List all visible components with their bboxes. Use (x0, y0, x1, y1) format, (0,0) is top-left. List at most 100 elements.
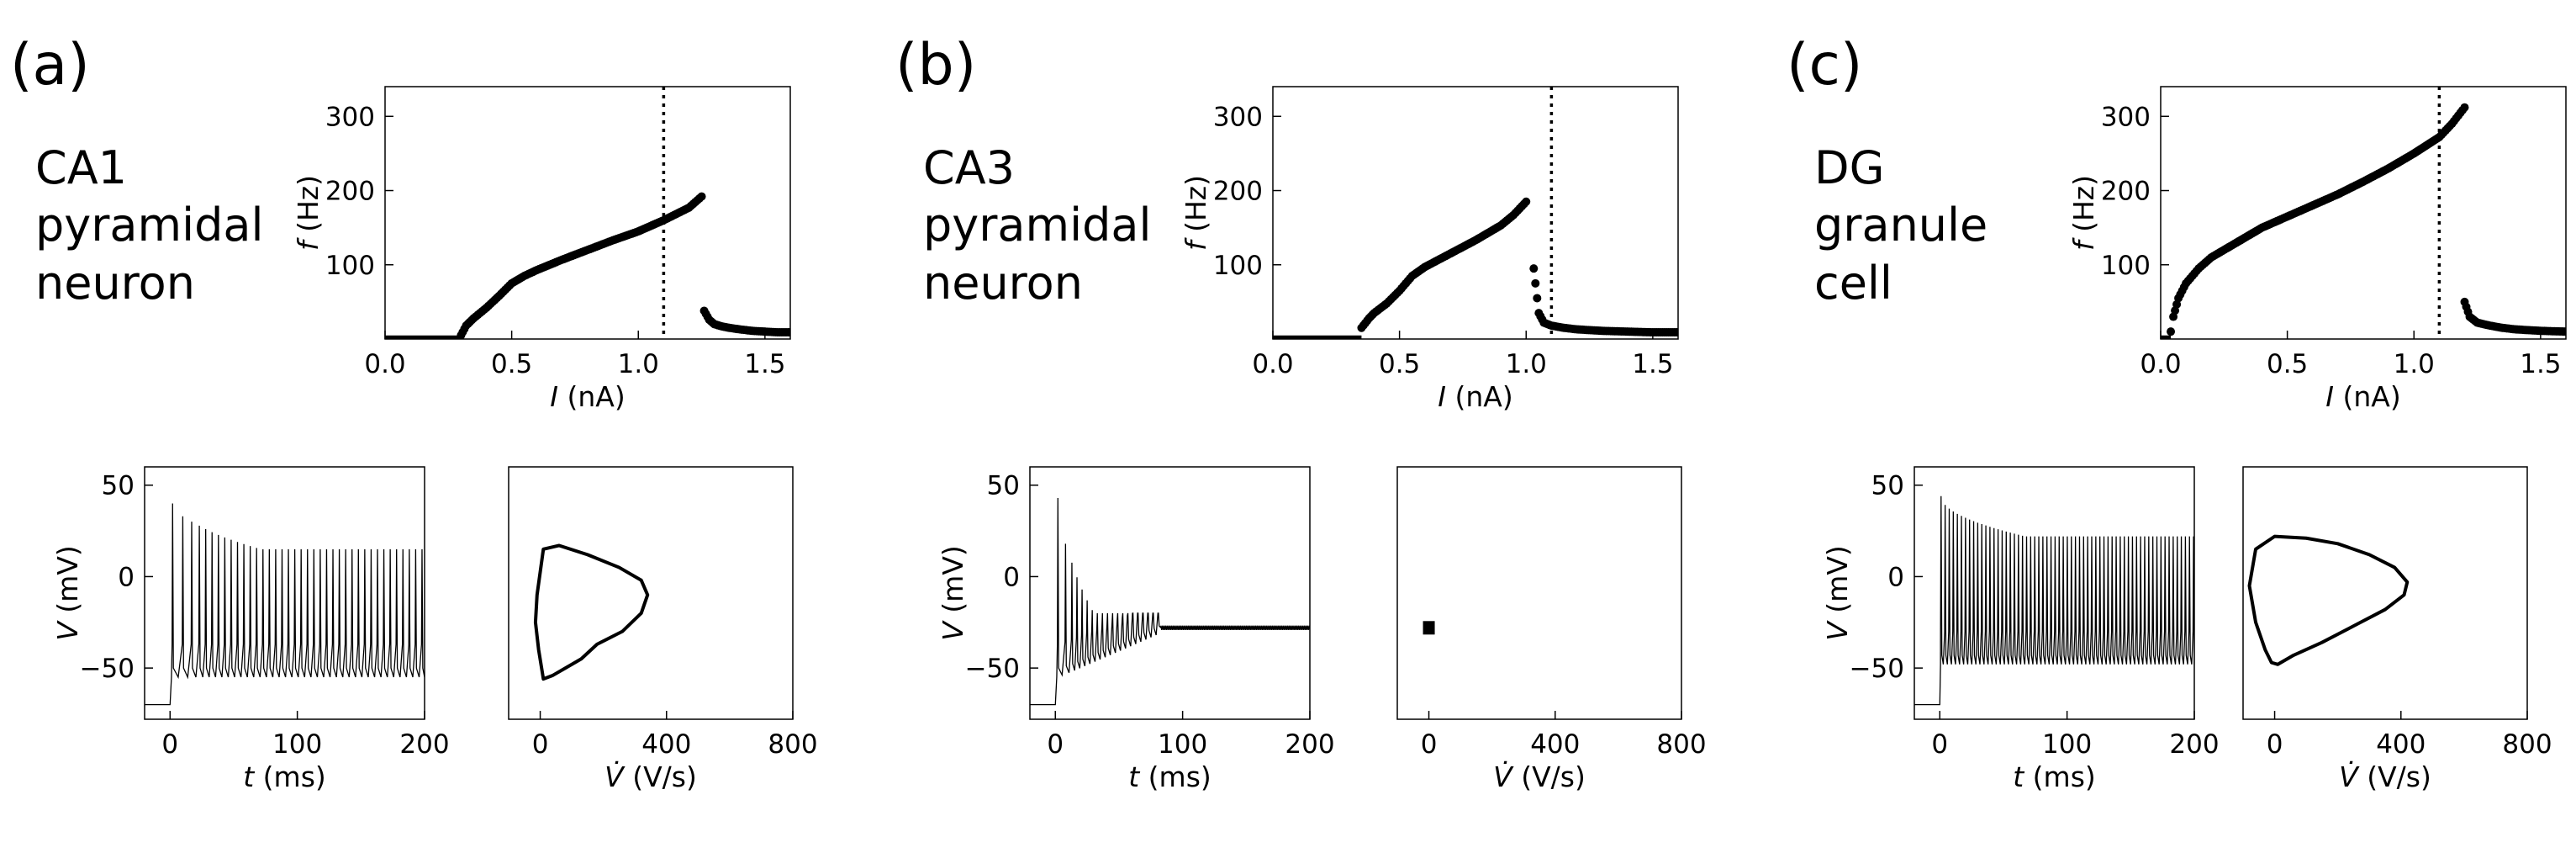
y-axis-label: V (mV) (937, 545, 969, 641)
plot-frame (384, 86, 791, 340)
plot-data (533, 543, 650, 681)
y-axis-symbol: f (292, 232, 325, 251)
x-axis-label: V̇ (V/s) (2339, 760, 2431, 793)
x-axis-symbol: I (550, 380, 567, 413)
y-tick-label: 100 (325, 251, 375, 281)
x-axis-label: t (ms) (243, 760, 326, 793)
x-tick-label: 1.5 (2520, 349, 2561, 379)
x-tick-label: 100 (2042, 729, 2092, 760)
phase-plot-chart-a: 0 400 800 V̇ (V/s) (508, 466, 818, 793)
plot-frame (1396, 466, 1682, 720)
x-tick-label: 0 (532, 729, 549, 760)
y-tick-label: 0 (118, 562, 135, 592)
x-tick-label: 800 (2502, 729, 2552, 760)
phase-loop-line (533, 543, 650, 681)
fi-point (1529, 264, 1539, 273)
x-tick-label: 800 (1656, 729, 1706, 760)
x-tick-label: 200 (2169, 729, 2219, 760)
x-axis-symbol: t (1128, 760, 1148, 793)
x-axis-symbol: V̇ (1493, 760, 1521, 793)
x-tick-label: 0.5 (1379, 349, 1420, 379)
voltage-trace-chart-c: 0 100 200 50 0 −50 t (ms) V (mV) (1821, 466, 2220, 793)
fi-curve-chart-b: 0.0 0.5 1.0 1.5 100 200 300 I (nA) f (Hz) (1180, 86, 1679, 413)
y-tick-label: 0 (1887, 562, 1904, 592)
cell-name-b-line3: neuron (923, 257, 1083, 310)
fi-point (697, 192, 706, 201)
panel-label-b: (b) (895, 32, 976, 98)
x-tick-label: 800 (768, 729, 817, 760)
y-tick-label: 0 (1003, 562, 1020, 592)
y-tick-label: 100 (1213, 251, 1263, 281)
x-tick-label: 0.0 (364, 349, 405, 379)
x-axis-unit: (ms) (2033, 760, 2096, 793)
x-tick-label: 1.0 (618, 349, 659, 379)
y-tick-label: 100 (2101, 251, 2151, 281)
x-axis-label: I (nA) (2325, 380, 2400, 413)
x-tick-label: 0.0 (1252, 349, 1293, 379)
x-tick-label: 400 (1530, 729, 1580, 760)
y-tick-label: 300 (1213, 102, 1263, 132)
x-tick-label: 1.5 (1632, 349, 1673, 379)
x-axis-symbol: t (2013, 760, 2032, 793)
phase-fixed-point (1423, 621, 1435, 635)
fi-curve-chart-c: 0.0 0.5 1.0 1.5 100 200 300 I (nA) f (Hz) (2067, 86, 2567, 413)
y-tick-label: 50 (102, 471, 135, 501)
y-axis-label: f (Hz) (2067, 175, 2100, 251)
x-axis-symbol: I (1438, 380, 1454, 413)
y-axis-label: f (Hz) (292, 175, 325, 251)
y-axis-unit: (Hz) (2067, 175, 2100, 232)
x-tick-label: 1.5 (744, 349, 785, 379)
y-tick-label: 200 (2101, 177, 2151, 207)
cell-name-b-line2: pyramidal (923, 199, 1152, 252)
y-axis-unit: (Hz) (292, 175, 325, 232)
y-tick-label: 300 (2101, 102, 2151, 132)
plot-data (385, 87, 790, 339)
cell-name-a-line1: CA1 (35, 141, 127, 194)
y-axis-symbol: V (51, 613, 84, 641)
y-axis-unit: (mV) (51, 545, 84, 612)
plot-frame (1914, 466, 2195, 720)
x-tick-label: 100 (272, 729, 322, 760)
panel-label-c: (c) (1787, 32, 1862, 98)
voltage-trace-line (1030, 497, 1310, 706)
y-axis-unit: (mV) (1821, 545, 1854, 612)
y-axis-label: f (Hz) (1180, 175, 1212, 251)
x-axis-label: t (ms) (2013, 760, 2096, 793)
cell-name-c-line3: cell (1814, 257, 1892, 310)
plot-frame (2160, 86, 2567, 340)
x-axis-unit: (nA) (1454, 380, 1512, 413)
y-tick-label: 300 (325, 102, 375, 132)
x-axis-unit: (ms) (263, 760, 326, 793)
fi-point (786, 328, 790, 337)
cell-name-a-line2: pyramidal (35, 199, 264, 252)
plot-data (1030, 497, 1310, 706)
cell-name-a-line3: neuron (35, 257, 195, 310)
y-tick-label: 50 (987, 471, 1020, 501)
phase-plot-chart-b: 0 400 800 V̇ (V/s) (1396, 466, 1707, 793)
y-axis-label: V (mV) (1821, 545, 1854, 641)
y-tick-label: 50 (1871, 471, 1904, 501)
x-axis-symbol: V̇ (2339, 760, 2367, 793)
y-tick-label: 200 (325, 177, 375, 207)
phase-loop-line (2247, 534, 2410, 666)
fi-point (1522, 197, 1531, 206)
y-axis-symbol: f (2067, 232, 2100, 251)
x-tick-label: 0.0 (2140, 349, 2181, 379)
phase-plot-chart-c: 0 400 800 V̇ (V/s) (2242, 466, 2552, 793)
plot-frame (2242, 466, 2528, 720)
plot-frame (1272, 86, 1679, 340)
x-axis-symbol: t (243, 760, 262, 793)
plot-data (2247, 534, 2410, 666)
plot-data (1914, 495, 2194, 706)
plot-data (1273, 87, 1678, 339)
y-axis-symbol: V (937, 613, 969, 641)
plot-frame (144, 466, 425, 720)
plot-frame (1029, 466, 1311, 720)
fi-point (1674, 328, 1678, 337)
x-axis-label: I (nA) (550, 380, 625, 413)
x-tick-label: 0 (1931, 729, 1948, 760)
y-axis-unit: (mV) (937, 545, 969, 612)
x-axis-unit: (nA) (567, 380, 625, 413)
y-axis-symbol: f (1180, 232, 1212, 251)
y-tick-label: 200 (1213, 177, 1263, 207)
